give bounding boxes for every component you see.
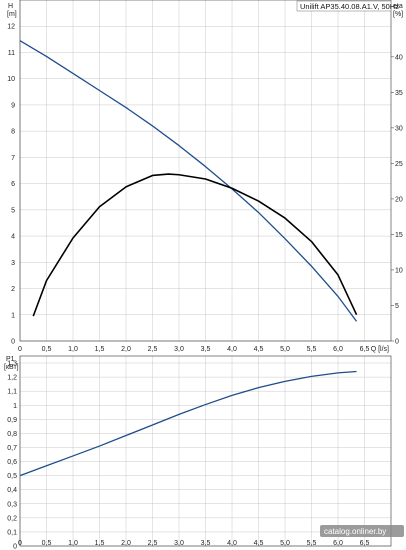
bottom-x-tick-label: 6,5 <box>360 540 370 547</box>
bottom-y-tick-label: 0,8 <box>7 431 17 438</box>
top-y2-tick-label: 25 <box>395 161 403 168</box>
top-y2-tick-label: 15 <box>395 232 403 239</box>
bottom-x-tick-label: 2,5 <box>148 540 158 547</box>
top-y2-tick-label: 30 <box>395 125 403 132</box>
bottom-y-tick-label: 0,9 <box>7 417 17 424</box>
bottom-x-tick-label: 4,0 <box>227 540 237 547</box>
bottom-x-tick-label: 1,0 <box>68 540 78 547</box>
bottom-x-tick-label: 6,0 <box>333 540 343 547</box>
bottom-panel-plot <box>19 370 357 477</box>
top-y-axis-label: H <box>8 3 13 10</box>
top-y-tick-label: 11 <box>8 50 15 57</box>
watermark-text: catalog.onliner.by <box>324 527 386 536</box>
chart-title: Unilift AP35.40.08.A1.V, 50Hz <box>300 2 399 11</box>
top-panel-grid: 0 0,5 1,0 1,5 2,0 2,5 3,0 3,5 4,0 4,5 5,0 5,5 6,0 6,5… <box>7 0 403 353</box>
top-x-tick-label: 2,5 <box>148 346 158 353</box>
top-x-axis-label: Q [l/s] <box>371 346 389 353</box>
top-y-tick-label: 0 <box>11 339 15 346</box>
head-curve-line <box>19 40 358 322</box>
bottom-y-tick-label: 0,1 <box>7 529 17 536</box>
top-y-tick-label: 8 <box>11 129 15 136</box>
efficiency-curve-line <box>32 173 358 317</box>
bottom-y-axis-label: P1 <box>6 356 15 363</box>
top-x-tick-label: 4,5 <box>254 346 264 353</box>
bottom-y-axis-unit: [кВт] <box>4 364 19 371</box>
top-y-tick-label: 9 <box>11 102 15 109</box>
title-box <box>296 0 392 12</box>
top-y-axis-unit: [m] <box>7 11 17 18</box>
top-x-tick-label: 0 <box>18 346 22 353</box>
top-y2-tick-label: 40 <box>395 54 403 61</box>
top-y-tick-label: 2 <box>11 286 15 293</box>
bottom-y-tick-label: 0,5 <box>7 473 17 480</box>
bottom-y-tick-label: 1,2 <box>7 375 17 382</box>
power-curve-line <box>19 370 357 477</box>
bottom-y-tick-label: 0,6 <box>7 459 17 466</box>
top-y2-axis-unit: [%] <box>393 11 403 18</box>
top-y2-tick-label: 20 <box>395 196 403 203</box>
top-y-tick-label: 12 <box>7 24 15 31</box>
top-y2-tick-label: 0 <box>395 339 399 346</box>
top-y2-tick-label: 10 <box>395 267 403 274</box>
top-x-tick-label: 3,0 <box>174 346 184 353</box>
top-y-tick-label: 4 <box>11 234 15 241</box>
top-x-tick-label: 1,5 <box>95 346 105 353</box>
bottom-x-tick-label: 4,5 <box>254 540 264 547</box>
top-x-tick-label: 3,5 <box>201 346 211 353</box>
top-panel-frame <box>19 0 392 342</box>
top-x-tick-label: 2,0 <box>121 346 131 353</box>
top-y-tick-label: 5 <box>11 207 15 214</box>
top-x-tick-label: 5,5 <box>307 346 317 353</box>
bottom-y-tick-label: 0 <box>13 544 17 550</box>
bottom-x-tick-label: 0,5 <box>42 540 52 547</box>
top-panel-plot <box>19 40 358 322</box>
bottom-y-tick-label: 0,7 <box>7 445 17 452</box>
bottom-panel-frame <box>19 355 392 547</box>
top-y-tick-label: 1 <box>11 312 15 319</box>
top-y2-tick-label: 35 <box>395 90 403 97</box>
bottom-y-tick-label: 1 <box>13 403 17 410</box>
bottom-x-tick-label: 3,0 <box>174 540 184 547</box>
top-y-tick-label: 3 <box>11 260 15 267</box>
top-y-tick-label: 7 <box>11 155 15 162</box>
top-x-tick-label: 4,0 <box>227 346 237 353</box>
top-y-tick-label: 6 <box>11 181 15 188</box>
bottom-y-tick-label: 1,3 <box>7 361 17 368</box>
bottom-y-tick-label: 1,1 <box>7 389 17 396</box>
watermark: catalog.onliner.by <box>320 525 404 537</box>
top-x-tick-label: 6,0 <box>333 346 343 353</box>
bottom-x-tick-label: 2,0 <box>121 540 131 547</box>
top-x-tick-label: 6,5 <box>360 346 370 353</box>
bottom-x-tick-label: 1,5 <box>95 540 105 547</box>
top-x-tick-label: 0,5 <box>42 346 52 353</box>
bottom-y-tick-label: 0,3 <box>7 501 17 508</box>
bottom-panel-grid: 0 0,5 1,0 1,5 2,0 2,5 3,0 3,5 4,0 4,5 5,0 5,5 6,0 6,5… <box>4 355 392 550</box>
top-y2-axis-label: eta <box>393 3 403 10</box>
top-y2-tick-label: 5 <box>395 303 399 310</box>
bottom-x-tick-label: 5,0 <box>280 540 290 547</box>
bottom-y-tick-label: 0,2 <box>7 515 17 522</box>
watermark-bg <box>320 525 404 537</box>
bottom-x-tick-label: 5,5 <box>307 540 317 547</box>
bottom-x-tick-label: 3,5 <box>201 540 211 547</box>
top-x-tick-label: 1,0 <box>68 346 78 353</box>
top-x-tick-label: 5,0 <box>280 346 290 353</box>
top-y-tick-label: 10 <box>7 76 15 83</box>
bottom-y-tick-label: 0,4 <box>7 487 17 494</box>
